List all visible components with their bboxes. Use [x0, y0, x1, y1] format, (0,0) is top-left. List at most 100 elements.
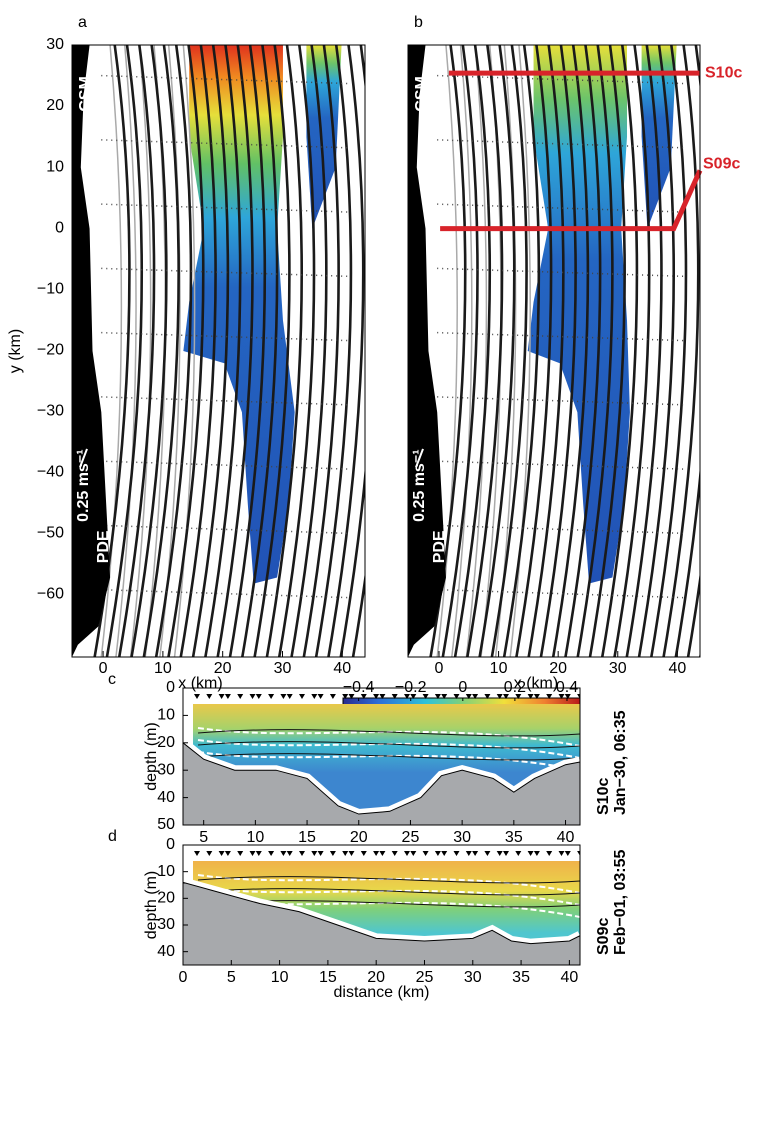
station [317, 851, 324, 856]
station [453, 851, 460, 856]
streamline [117, 45, 156, 657]
panel-letter: b [414, 14, 423, 31]
y-tick-label: 20 [157, 734, 175, 751]
x-tick-label: 5 [199, 829, 208, 846]
x-tick-label: 40 [333, 660, 351, 677]
x-tick-label: 35 [512, 969, 530, 986]
streamline [662, 45, 700, 657]
station [564, 851, 571, 856]
y-tick-label: 0 [55, 219, 64, 236]
station [299, 694, 305, 699]
x-tick-label: 30 [609, 660, 627, 677]
streamline [490, 45, 528, 657]
x-tick-label: 0 [179, 969, 188, 986]
streamline [253, 45, 291, 657]
streamline [539, 45, 577, 657]
streamline [277, 45, 316, 657]
station [434, 694, 441, 699]
streamline [240, 45, 279, 657]
streamline [625, 45, 663, 657]
x-tick-label: 0 [435, 660, 444, 677]
y-tick-label: 40 [157, 943, 175, 960]
station [527, 694, 534, 699]
station [342, 851, 349, 856]
streamline [191, 45, 230, 657]
x-tick-label: 15 [319, 969, 337, 986]
y-tick-label: 10 [46, 158, 64, 175]
station [218, 694, 225, 699]
gray-streamline [465, 45, 488, 657]
station [348, 694, 355, 699]
streamline [105, 45, 144, 657]
gray-streamline [129, 45, 152, 657]
gray-streamline [451, 45, 473, 657]
station [360, 694, 367, 699]
streamline [441, 45, 479, 657]
station [329, 694, 336, 699]
y-tick-label: −40 [37, 463, 64, 480]
contour [197, 888, 580, 896]
streamline [613, 45, 651, 657]
y-tick-label: 10 [157, 863, 175, 880]
isopycnal [197, 751, 580, 771]
y-axis-label: depth (m) [143, 871, 160, 939]
section-label: S09c [703, 156, 740, 173]
station [422, 694, 429, 699]
streamline [699, 651, 700, 657]
station [280, 694, 287, 699]
station [206, 851, 213, 856]
map-area [72, 45, 365, 657]
station [237, 694, 244, 699]
streamline [204, 45, 242, 657]
y-tick-label: 0 [166, 679, 175, 696]
station [379, 694, 386, 699]
station [286, 694, 293, 699]
x-tick-label: 10 [490, 660, 508, 677]
station [410, 694, 417, 699]
station [391, 694, 398, 699]
station [465, 694, 472, 699]
section-title: S09c [595, 918, 612, 955]
x-tick-label: 20 [214, 660, 232, 677]
station [527, 851, 534, 856]
station [348, 851, 355, 856]
station [577, 851, 580, 856]
station [237, 851, 244, 856]
streamline [723, 33, 760, 669]
station [484, 694, 491, 699]
station [465, 851, 472, 856]
scale-bar [79, 448, 88, 468]
contour [197, 876, 580, 884]
station [472, 851, 479, 856]
station [515, 851, 522, 856]
station [373, 851, 380, 856]
x-tick-label: 20 [367, 969, 385, 986]
station [434, 851, 441, 856]
station [533, 694, 540, 699]
y-tick-label: 0 [166, 836, 175, 853]
x-tick-label: 40 [557, 829, 575, 846]
x-tick-label: 5 [227, 969, 236, 986]
y-tick-label: −20 [37, 341, 64, 358]
x-tick-label: 0 [99, 660, 108, 677]
station [577, 694, 580, 699]
x-tick-label: 25 [416, 969, 434, 986]
station [496, 694, 503, 699]
station [311, 694, 318, 699]
y-tick-label: 10 [157, 707, 175, 724]
x-axis-label: x (km) [178, 675, 222, 692]
station [224, 851, 231, 856]
station [441, 694, 448, 699]
station [311, 851, 318, 856]
streamline [339, 45, 365, 657]
streamline [674, 45, 700, 657]
station [206, 694, 213, 699]
station [558, 694, 565, 699]
streamline [130, 45, 168, 657]
y-tick-label: 20 [157, 890, 175, 907]
station [255, 851, 262, 856]
station [404, 694, 410, 699]
station [484, 851, 491, 856]
map-label: PDE [95, 530, 112, 563]
contour [197, 753, 580, 761]
